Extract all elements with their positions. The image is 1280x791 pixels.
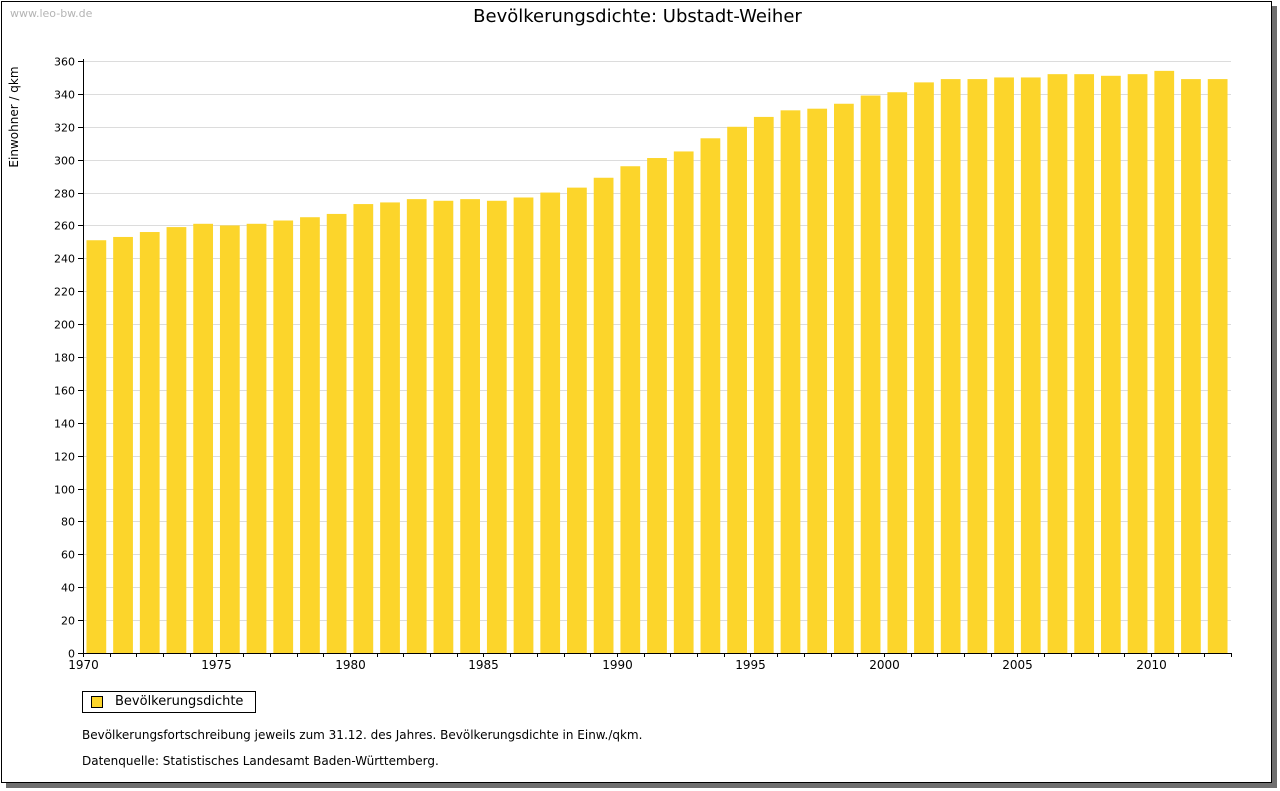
note-source: Datenquelle: Statistisches Landesamt Bad…	[82, 754, 439, 768]
bar-1995	[753, 116, 774, 653]
y-tick-label: 60	[61, 549, 75, 562]
y-tick-label: 360	[54, 56, 75, 69]
y-tick-label: 180	[54, 352, 75, 365]
bar-1992	[673, 151, 694, 653]
legend-swatch	[91, 695, 103, 708]
bar-1996	[780, 110, 801, 654]
bar-1998	[834, 103, 854, 653]
bar-2001	[914, 82, 934, 653]
bar-1973	[166, 227, 187, 654]
bar-1988	[567, 187, 587, 653]
x-tick-label: 1970	[68, 658, 99, 672]
watermark: www.leo-bw.de	[10, 7, 93, 20]
y-tick-label: 20	[61, 615, 75, 628]
x-tick-label: 1980	[335, 658, 366, 672]
y-tick-label: 300	[54, 155, 75, 168]
bar-2011	[1181, 79, 1201, 654]
x-tick-label: 2010	[1136, 658, 1167, 672]
bar-1978	[300, 217, 320, 653]
x-tick-label: 1995	[735, 658, 766, 672]
y-tick-label: 220	[54, 286, 75, 299]
bar-1982	[406, 199, 427, 653]
bar-1986	[513, 197, 534, 653]
x-tick-label: 2000	[869, 658, 900, 672]
x-tick-label: 1990	[602, 658, 633, 672]
y-tick-label: 0	[68, 648, 75, 661]
y-tick-label: 340	[54, 89, 75, 102]
bar-1997	[807, 108, 828, 653]
y-tick-label: 100	[54, 484, 75, 497]
y-tick-label: 280	[54, 188, 75, 201]
bar-2010	[1154, 70, 1175, 653]
bar-1977	[273, 220, 294, 653]
bar-2008	[1100, 75, 1121, 654]
bar-1970	[86, 240, 107, 653]
bar-1984	[460, 199, 480, 653]
bar-2009	[1127, 74, 1148, 653]
y-tick-label: 40	[61, 582, 75, 595]
bar-1975	[219, 225, 240, 653]
legend-label: Bevölkerungsdichte	[115, 694, 244, 709]
bar-1987	[540, 192, 561, 654]
bar-2000	[887, 92, 908, 653]
bar-1981	[380, 202, 400, 653]
bar-2004	[994, 77, 1014, 653]
bar-1990	[620, 166, 641, 653]
bar-1991	[647, 158, 667, 653]
bar-1971	[113, 236, 133, 653]
legend: Bevölkerungsdichte	[82, 691, 257, 713]
chart-title: Bevölkerungsdichte: Ubstadt-Weiher	[473, 6, 802, 27]
x-tick-label: 1975	[201, 658, 232, 672]
bar-1994	[727, 126, 747, 654]
y-tick-label: 260	[54, 220, 75, 233]
x-tick-label: 1985	[468, 658, 499, 672]
bar-1985	[486, 200, 507, 653]
bar-1999	[860, 95, 881, 654]
bar-1980	[353, 204, 374, 654]
x-tick-label: 2005	[1002, 658, 1033, 672]
bar-2003	[967, 79, 988, 654]
bar-2005	[1020, 77, 1041, 653]
bar-1974	[193, 223, 214, 654]
bar-2007	[1074, 74, 1095, 653]
bar-2006	[1047, 74, 1068, 653]
bar-1976	[246, 223, 267, 654]
y-tick-label: 120	[54, 451, 75, 464]
bar-1989	[593, 177, 614, 653]
y-tick-label: 80	[61, 516, 75, 529]
bar-1979	[326, 213, 347, 653]
bar-1972	[139, 232, 160, 653]
bar-2002	[940, 79, 961, 654]
y-tick-label: 240	[54, 253, 75, 266]
bar-2012	[1207, 79, 1228, 654]
y-tick-label: 320	[54, 122, 75, 135]
bar-1983	[433, 200, 454, 653]
y-tick-label: 160	[54, 385, 75, 398]
bar-1993	[700, 138, 721, 654]
note-update: Bevölkerungsfortschreibung jeweils zum 3…	[82, 728, 643, 742]
y-tick-label: 200	[54, 319, 75, 332]
y-tick-label: 140	[54, 418, 75, 431]
